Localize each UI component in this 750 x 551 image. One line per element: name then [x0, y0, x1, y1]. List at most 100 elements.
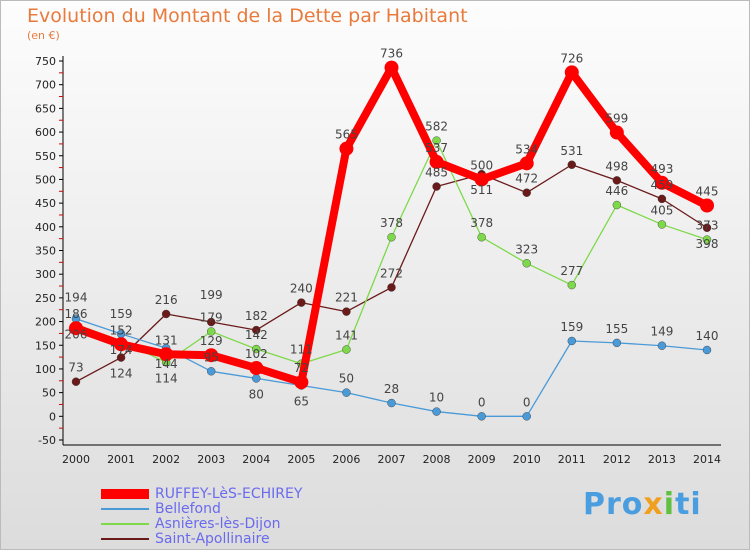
data-label: 531 [560, 144, 583, 158]
series-lines [69, 60, 714, 421]
data-label: 272 [380, 266, 403, 280]
data-label: 159 [110, 307, 133, 321]
data-point [116, 353, 126, 362]
legend-item: RUFFEY-LèS-ECHIREY [101, 486, 302, 502]
data-point [207, 367, 216, 376]
data-label: 537 [425, 141, 448, 155]
data-point [702, 223, 712, 232]
data-point [342, 345, 351, 354]
data-label: 221 [335, 291, 358, 305]
data-point [339, 141, 354, 156]
data-label: 174 [110, 343, 133, 357]
data-point [702, 345, 712, 355]
data-label: 95 [204, 350, 219, 364]
x-tick-label: 2011 [558, 453, 586, 466]
data-point [249, 360, 264, 375]
chart-title: Evolution du Montant de la Dette par Hab… [27, 5, 468, 27]
x-tick-label: 2013 [648, 453, 676, 466]
data-label: 323 [515, 242, 538, 256]
data-point [474, 172, 489, 187]
legend-label: RUFFEY-LèS-ECHIREY [155, 486, 303, 502]
data-point [207, 317, 216, 327]
data-label: 582 [425, 120, 448, 134]
data-label: 141 [335, 329, 358, 343]
x-tick-label: 2008 [423, 453, 451, 466]
y-tick-label: -50 [38, 434, 56, 447]
data-label: 378 [380, 216, 403, 230]
data-label: 10 [429, 391, 444, 405]
y-tick-label: 50 [42, 387, 56, 400]
data-point [71, 377, 81, 386]
data-point [657, 220, 667, 229]
data-point [432, 136, 441, 145]
data-label: 50 [339, 372, 354, 386]
y-tick-label: 450 [35, 197, 56, 210]
data-label: 446 [605, 184, 628, 198]
data-label: 0 [478, 395, 486, 409]
y-tick-label: 350 [35, 245, 56, 258]
data-point [612, 200, 622, 210]
data-point [342, 307, 351, 316]
y-tick-label: 250 [35, 292, 56, 305]
data-label: 73 [68, 361, 83, 375]
data-point [429, 154, 444, 169]
data-label: 565 [335, 128, 358, 142]
data-label: 102 [245, 347, 268, 361]
data-point [204, 348, 219, 363]
data-point [294, 375, 309, 390]
data-label: 398 [696, 237, 719, 251]
x-tick-label: 2012 [603, 453, 631, 466]
data-label: 72 [294, 361, 309, 375]
data-label: 186 [65, 307, 88, 321]
y-tick-label: 650 [35, 102, 56, 115]
data-point [522, 412, 531, 421]
x-tick-label: 2014 [693, 453, 721, 466]
data-label: 179 [200, 311, 223, 325]
x-tick-label: 2010 [513, 453, 541, 466]
data-label: 445 [696, 184, 719, 198]
data-point [477, 233, 486, 242]
data-label: 405 [650, 203, 673, 217]
data-point [522, 188, 531, 197]
data-label: 498 [605, 159, 628, 173]
legend-item: Bellefond [101, 501, 221, 517]
x-tick-label: 2002 [152, 453, 180, 466]
data-label: 511 [470, 183, 493, 197]
data-label: 493 [650, 162, 673, 176]
legend-swatch [101, 489, 149, 499]
data-label: 199 [200, 288, 223, 302]
data-point [252, 325, 261, 335]
data-label: 500 [470, 158, 493, 172]
data-label: 216 [155, 293, 178, 307]
legend-item: Asnières-lès-Dijon [101, 516, 281, 532]
data-point [432, 182, 441, 191]
y-tick-label: 600 [35, 126, 56, 139]
data-label: 159 [560, 320, 583, 334]
y-tick-label: 200 [35, 316, 56, 329]
y-tick-label: 750 [35, 55, 56, 68]
data-label: 111 [290, 343, 313, 357]
x-tick-label: 2009 [468, 453, 496, 466]
y-tick-label: 400 [35, 221, 56, 234]
data-point [432, 407, 441, 416]
x-tick-label: 2003 [197, 453, 225, 466]
data-point [567, 280, 576, 290]
y-tick-label: 0 [49, 410, 56, 423]
data-point [700, 198, 714, 213]
y-tick-label: 500 [35, 173, 56, 186]
data-label: 152 [110, 323, 133, 337]
data-label: 599 [605, 112, 628, 126]
data-label: 459 [650, 178, 673, 192]
data-label: 373 [696, 219, 719, 233]
data-point [567, 160, 576, 169]
data-label: 240 [290, 282, 313, 296]
data-point [564, 65, 579, 80]
data-point [702, 235, 712, 244]
legend-label: Bellefond [155, 501, 221, 517]
unit-label: (en €) [27, 29, 60, 42]
data-label: 736 [380, 47, 403, 61]
data-label: 142 [245, 328, 268, 342]
data-point [567, 336, 576, 346]
